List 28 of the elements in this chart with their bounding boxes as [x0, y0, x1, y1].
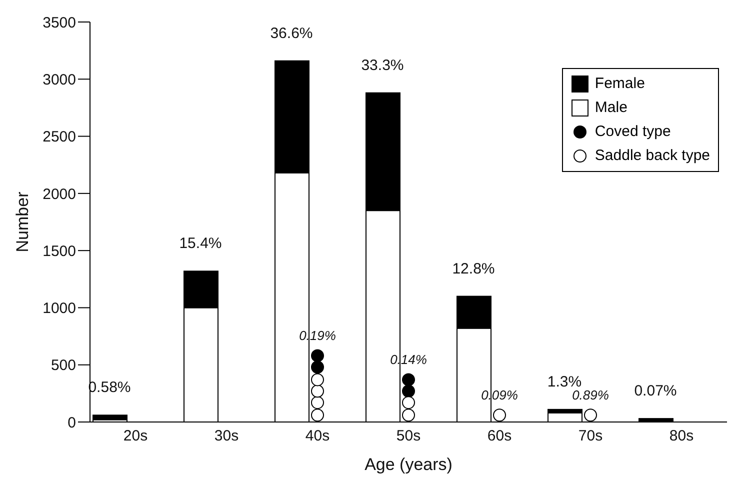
x-tick-label: 80s [669, 428, 694, 445]
annotation: 12.8% [452, 260, 495, 278]
y-tick-label: 3500 [42, 14, 76, 32]
legend-label: Coved type [594, 122, 671, 142]
x-tick-label: 40s [305, 428, 330, 445]
y-tick-label: 3000 [42, 71, 76, 88]
annotation: 33.3% [361, 56, 404, 74]
y-axis-title: Number [13, 191, 32, 252]
legend-label: Male [594, 98, 628, 118]
annotation: 36.6% [270, 24, 313, 42]
annotation: 0.89% [572, 388, 609, 403]
y-tick-label: 2500 [42, 128, 76, 146]
x-tick-label: 70s [578, 428, 603, 445]
y-tick-label: 1000 [42, 300, 76, 318]
y-tick-label: 1500 [42, 242, 76, 260]
annotation: 0.07% [634, 382, 677, 400]
x-tick-label: 50s [396, 428, 421, 445]
y-tick-label: 500 [50, 357, 76, 374]
y-tick-label: 2000 [42, 186, 76, 203]
x-tick-label: 20s [123, 428, 148, 445]
annotation: 1.3% [547, 373, 582, 390]
x-axis-title: Age (years) [364, 455, 452, 474]
legend-label: Female [594, 74, 645, 94]
x-tick-label: 30s [214, 428, 239, 445]
x-tick-label: 60s [487, 428, 512, 445]
legend-label: Saddle back type [594, 146, 710, 166]
y-tick-label: 0 [68, 414, 76, 432]
annotation: 15.4% [179, 235, 222, 252]
